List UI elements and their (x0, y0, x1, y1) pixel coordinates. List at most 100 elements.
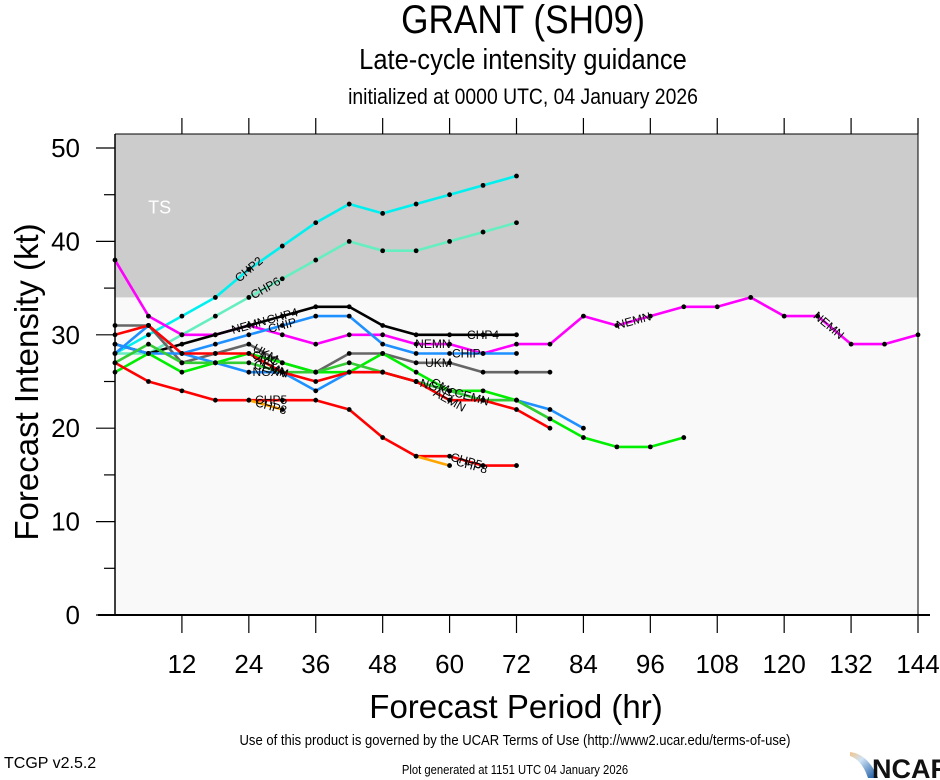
data-point-nemn (714, 304, 720, 310)
data-point-chp4 (447, 332, 452, 338)
data-point-chip (313, 313, 319, 319)
data-point-nemn (413, 341, 419, 347)
data-point-cmc (380, 351, 386, 356)
terms-of-use-notice: Use of this product is governed by the U… (239, 733, 791, 749)
data-point-ngx (246, 369, 252, 375)
data-point-chp4 (212, 332, 218, 338)
data-point-chp6 (480, 229, 486, 235)
series-label-ngx: NGX (418, 376, 447, 396)
data-point-ngx (547, 407, 553, 412)
data-point-chp2 (380, 210, 386, 216)
ncar-logo: NCAR (850, 752, 940, 780)
data-point-chp2 (313, 220, 319, 226)
data-point-cemn (246, 360, 252, 366)
data-point-chp4 (346, 304, 352, 310)
data-point-chp6 (380, 248, 386, 254)
init-time-line: initialized at 0000 UTC, 04 January 2026 (348, 84, 698, 109)
x-tick-label: 60 (435, 649, 464, 679)
data-point-chp2 (480, 182, 486, 188)
data-point-chip (279, 323, 285, 328)
band-label-ts: TS (148, 197, 171, 217)
data-point-nemn (681, 304, 687, 310)
data-point-chp2 (246, 267, 252, 272)
generated-timestamp: Plot generated at 1151 UTC 04 January 20… (401, 763, 629, 777)
data-point-ngx (313, 388, 319, 394)
data-point-chp6 (447, 239, 452, 244)
data-point-chp2 (279, 243, 285, 249)
y-tick-label: 50 (51, 133, 80, 163)
data-point-chip (514, 351, 519, 356)
data-point-chp5 (212, 397, 218, 403)
data-point-aemn (146, 323, 151, 328)
x-tick-label: 36 (301, 649, 330, 679)
data-point-chp2 (346, 201, 352, 207)
data-point-cemn (346, 360, 352, 366)
data-point-chip (447, 351, 452, 356)
data-point-nemn (346, 332, 352, 338)
data-point-nemn (781, 313, 787, 319)
data-point-chp2 (146, 332, 151, 338)
data-point-nemn (313, 341, 319, 347)
y-axis-label: Forecast Intensity (kt) (8, 223, 45, 540)
data-point-chip (212, 341, 218, 347)
x-tick-label: 132 (829, 649, 872, 679)
data-point-chp5 (279, 397, 285, 403)
data-point-aemn (279, 369, 285, 375)
data-point-chp4 (514, 332, 519, 338)
y-tick-label: 0 (66, 600, 80, 630)
data-point-nemn (146, 313, 151, 319)
data-point-chp4 (413, 332, 419, 338)
data-point-nemn (581, 313, 586, 319)
series-points (112, 173, 921, 468)
series-line-aemn (114, 324, 551, 430)
data-point-chp3 (279, 407, 285, 412)
data-point-ukm (480, 369, 486, 375)
data-point-aemn (480, 397, 486, 403)
data-point-nemn (647, 313, 653, 319)
data-point-chp2 (179, 313, 185, 319)
data-point-chp6 (279, 276, 285, 282)
data-point-nemn (179, 332, 185, 338)
data-point-aemn (380, 369, 386, 375)
series-label-ngx: NGX (253, 365, 279, 379)
data-point-chip (346, 313, 352, 319)
data-point-chp2 (413, 201, 419, 207)
series-label-nemn: NEMN (415, 337, 450, 351)
data-point-chp5 (146, 379, 151, 384)
series-line-cmc (114, 352, 685, 449)
data-point-chp4 (313, 304, 319, 310)
data-point-chp3 (246, 397, 252, 403)
data-point-chip (480, 351, 486, 356)
data-point-chip (246, 332, 252, 338)
data-point-cmc (279, 360, 285, 366)
x-tick-label: 84 (569, 649, 598, 679)
data-point-nemn (447, 341, 452, 347)
data-point-chp4 (246, 323, 252, 328)
data-point-nemn (748, 295, 754, 300)
series-line-chp8 (415, 454, 450, 467)
x-tick-label: 108 (696, 649, 739, 679)
ncar-logo-text: NCAR (872, 754, 940, 780)
data-point-nemn (279, 332, 285, 338)
x-tick-label: 72 (502, 649, 531, 679)
data-point-ukm (514, 369, 519, 375)
y-tick-label: 10 (51, 507, 80, 537)
series-label-chip: CHIP (452, 346, 481, 360)
data-point-chp6 (514, 220, 519, 226)
data-point-cemn (146, 341, 151, 347)
data-point-nemn (514, 341, 519, 347)
data-point-chp5 (480, 463, 486, 468)
y-tick-label: 40 (51, 226, 80, 256)
data-point-cmc (647, 444, 653, 450)
data-point-cmc (480, 388, 486, 394)
data-point-aemn (413, 379, 419, 384)
band-below-ts (115, 297, 918, 615)
series-line-cemn (114, 342, 551, 421)
ncar-swoosh-icon (850, 752, 878, 778)
x-tick-label: 120 (762, 649, 805, 679)
data-point-chp2 (212, 295, 218, 300)
data-point-nemn (882, 341, 887, 347)
data-point-chp4 (279, 313, 285, 319)
data-point-aemn (514, 407, 519, 412)
